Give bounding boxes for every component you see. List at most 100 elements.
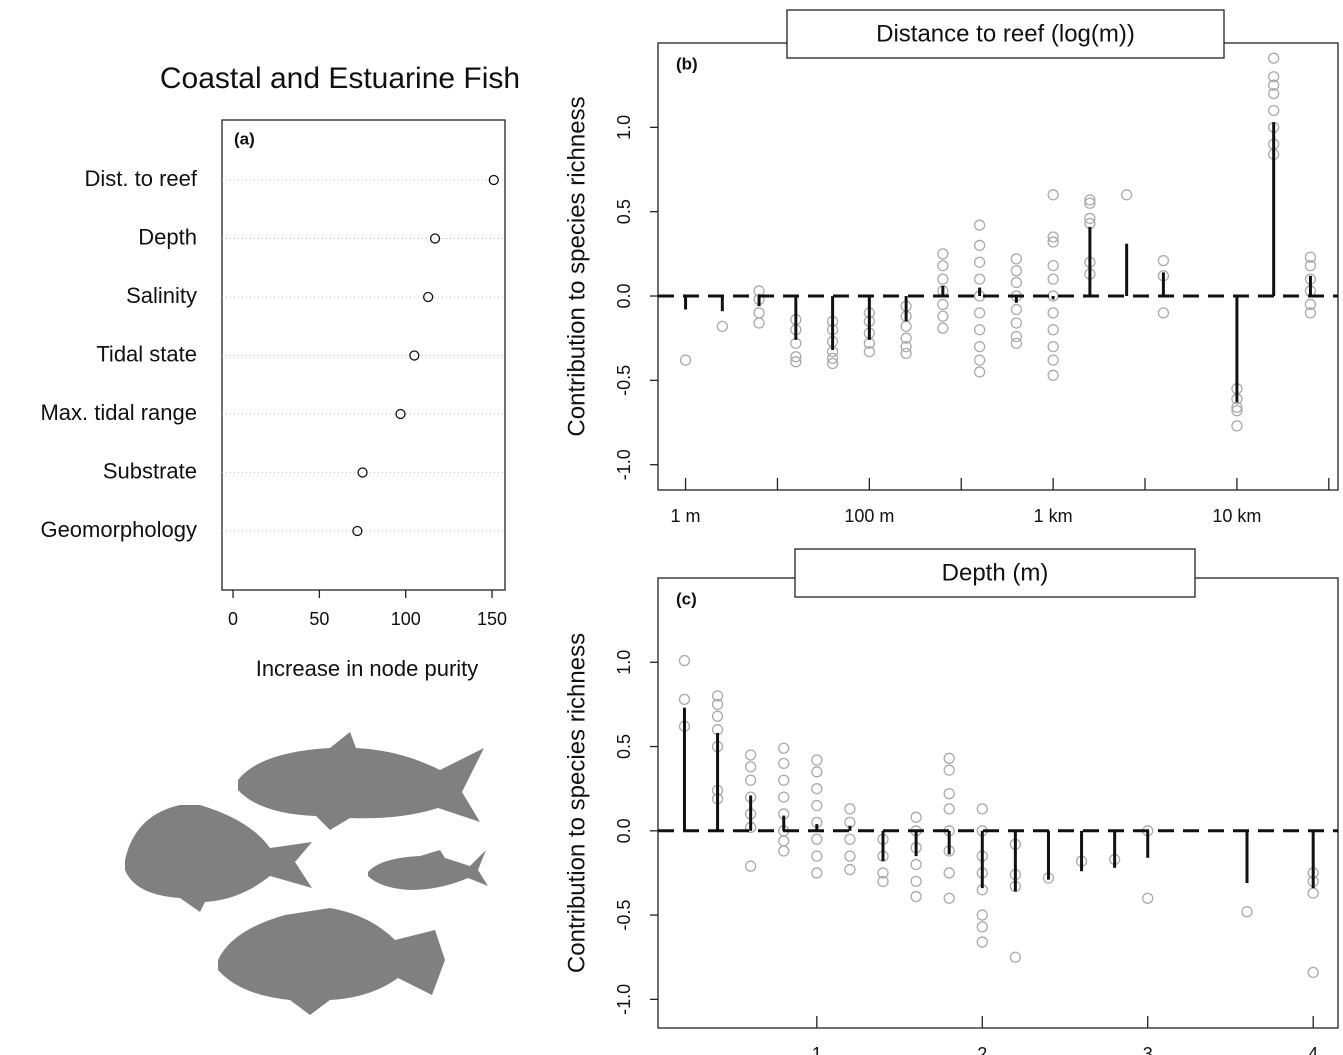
point (1047, 236, 1059, 248)
point (1047, 260, 1059, 272)
point (790, 356, 802, 368)
point (711, 710, 724, 722)
point (976, 936, 988, 948)
point (716, 320, 728, 333)
category-label: Tidal state (96, 341, 197, 366)
y-tick-label: -0.5 (614, 365, 634, 396)
point (877, 875, 889, 888)
point (1047, 307, 1059, 319)
fish-1 (238, 732, 484, 830)
category-label: Depth (138, 224, 197, 249)
point (1009, 951, 1022, 963)
point (1084, 212, 1096, 225)
point (1268, 79, 1280, 91)
point (937, 273, 949, 285)
point (943, 788, 955, 800)
dot (429, 233, 441, 244)
point (937, 248, 949, 260)
point (943, 803, 955, 815)
point (826, 357, 839, 370)
point (1010, 337, 1023, 349)
point (910, 875, 922, 888)
point (900, 332, 912, 344)
point (943, 752, 955, 764)
x-tick-label: 1 (812, 1044, 822, 1055)
chart-title: Coastal and Estuarine Fish (160, 62, 520, 95)
point (900, 320, 912, 333)
y-tick-label: 0.5 (614, 199, 634, 224)
point (811, 783, 823, 795)
point (973, 340, 986, 353)
category-label: Dist. to reef (85, 166, 198, 191)
point (1010, 265, 1023, 277)
point (844, 863, 856, 876)
point (790, 351, 802, 363)
panel-label: (b) (676, 54, 698, 73)
fish-2 (125, 805, 312, 912)
y-tick-label: 0.0 (614, 284, 634, 309)
point (778, 791, 790, 803)
point (1010, 303, 1023, 316)
point (877, 867, 889, 879)
point (844, 803, 856, 815)
plot-frame (657, 42, 1339, 491)
x-tick-label: 100 m (844, 506, 894, 526)
point (973, 256, 986, 268)
category-label: Geomorphology (40, 517, 197, 542)
x-tick-label: 10 km (1212, 506, 1261, 526)
point (1047, 354, 1059, 366)
point (778, 742, 790, 754)
point (711, 698, 724, 711)
title-box (786, 9, 1225, 59)
point (863, 346, 876, 358)
point (745, 749, 757, 761)
point (1157, 254, 1170, 267)
point (973, 307, 986, 319)
point (900, 347, 912, 360)
y-tick-label: -0.5 (614, 900, 634, 931)
dot (357, 467, 368, 478)
point (973, 273, 986, 285)
point (1307, 887, 1319, 899)
point (910, 890, 922, 903)
point (1307, 966, 1319, 979)
fish-4 (218, 908, 445, 1015)
point (811, 754, 823, 766)
point (943, 764, 955, 776)
point (1231, 420, 1243, 432)
point (778, 845, 790, 857)
chart-title: Depth (m) (942, 559, 1049, 586)
point (943, 892, 955, 904)
point (937, 310, 949, 322)
y-tick-label: -1.0 (614, 449, 634, 480)
point (826, 352, 839, 365)
point (1084, 194, 1096, 206)
point (1010, 276, 1023, 289)
x-tick-label: 3 (1143, 1044, 1153, 1055)
y-tick-label: 0.5 (614, 734, 634, 759)
point (1047, 273, 1059, 285)
point (1304, 251, 1317, 263)
y-axis-label: Contribution to species richness (563, 633, 590, 973)
point (937, 322, 949, 334)
x-tick-label: 2 (977, 1044, 987, 1055)
point (973, 366, 986, 378)
point (745, 860, 757, 872)
point (910, 858, 922, 871)
point (976, 921, 988, 933)
fish-3 (368, 850, 488, 890)
point (1157, 307, 1170, 319)
point (1268, 52, 1280, 64)
panel-label: (a) (234, 129, 255, 148)
x-tick-label: 1 km (1034, 506, 1073, 526)
x-tick-label: 0 (228, 609, 238, 629)
point (811, 833, 823, 845)
point (844, 850, 856, 862)
y-tick-label: 1.0 (614, 650, 634, 675)
point (778, 757, 790, 770)
point (973, 324, 986, 336)
fish-silhouettes (125, 732, 488, 1015)
point (1142, 892, 1154, 904)
point (811, 867, 823, 879)
y-tick-label: 0.0 (614, 818, 634, 843)
